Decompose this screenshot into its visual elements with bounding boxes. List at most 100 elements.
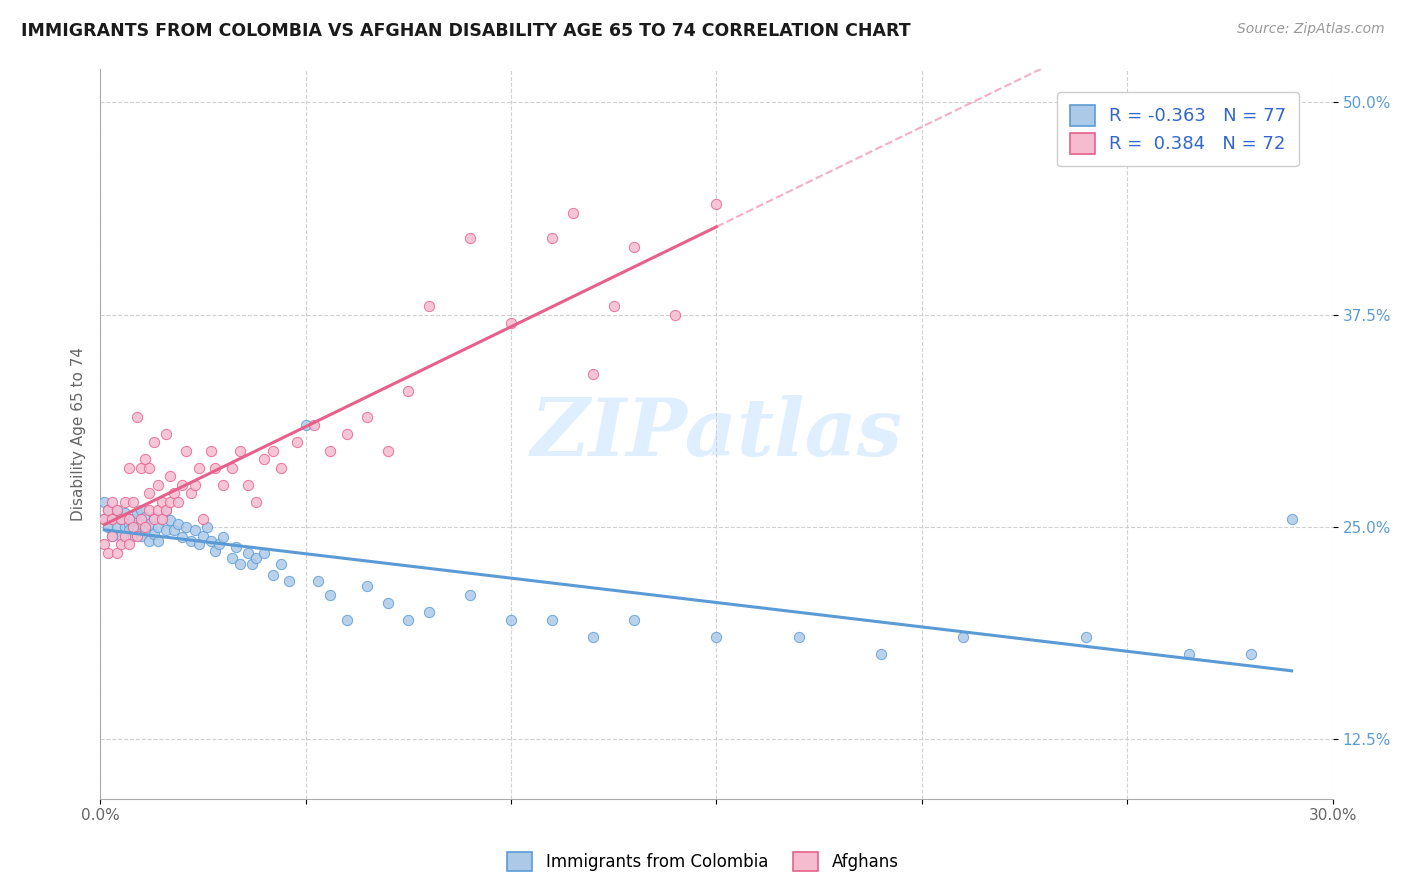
Point [122,520,145,534]
Point [118,537,141,551]
Point [167,516,190,531]
Point [208,537,231,551]
Point [253,545,276,559]
Point [105,503,128,517]
Point [110,511,132,525]
Point [155,503,177,517]
Point [150,511,173,525]
Point [114,507,136,521]
Point [262,443,284,458]
Point [138,533,160,548]
Point [706,197,728,211]
Point [110,537,132,551]
Legend: Immigrants from Colombia, Afghans: Immigrants from Colombia, Afghans [499,843,907,880]
Point [129,511,152,525]
Point [221,550,243,565]
Point [122,494,145,508]
Point [97,520,120,534]
Point [302,418,325,433]
Point [93,537,115,551]
Point [127,507,149,521]
Point [118,516,141,531]
Point [155,426,177,441]
Point [336,426,359,441]
Point [458,588,481,602]
Point [1281,511,1303,525]
Point [212,530,235,544]
Point [418,605,440,619]
Point [582,631,605,645]
Point [180,486,202,500]
Point [603,299,626,313]
Point [499,316,522,330]
Point [176,520,198,534]
Point [163,524,186,538]
Point [377,443,399,458]
Point [122,528,145,542]
Point [172,477,194,491]
Point [146,503,169,517]
Point [142,526,165,541]
Point [110,528,132,542]
Point [159,494,181,508]
Point [356,579,378,593]
Point [172,530,194,544]
Point [122,511,145,525]
Point [118,511,141,525]
Point [664,308,686,322]
Point [418,299,440,313]
Point [623,614,645,628]
Point [869,648,891,662]
Point [146,520,169,534]
Point [191,528,214,542]
Point [142,435,165,450]
Point [118,524,141,538]
Point [1076,631,1098,645]
Point [138,516,160,531]
Point [195,520,218,534]
Point [285,435,308,450]
Point [176,443,198,458]
Point [270,558,292,572]
Point [150,494,173,508]
Point [245,550,267,565]
Point [127,528,149,542]
Point [105,520,128,534]
Point [200,443,222,458]
Point [204,544,226,558]
Point [105,545,128,559]
Point [706,631,728,645]
Point [294,418,316,433]
Point [191,511,214,525]
Point [101,494,124,508]
Point [1178,648,1201,662]
Point [150,511,173,525]
Point [134,509,156,524]
Point [187,537,209,551]
Point [138,503,160,517]
Point [336,614,359,628]
Point [262,567,284,582]
Point [319,588,342,602]
Point [582,368,605,382]
Point [129,516,152,531]
Point [114,494,136,508]
Point [229,443,252,458]
Point [270,460,292,475]
Point [129,528,152,542]
Point [142,511,165,525]
Point [134,524,156,538]
Point [97,503,120,517]
Point [212,477,235,491]
Point [183,477,205,491]
Point [240,558,263,572]
Text: ZIPatlas: ZIPatlas [530,395,903,473]
Point [146,533,169,548]
Point [787,631,810,645]
Point [155,503,177,517]
Point [396,614,419,628]
Point [225,541,247,555]
Point [180,533,202,548]
Point [167,494,190,508]
Point [93,494,115,508]
